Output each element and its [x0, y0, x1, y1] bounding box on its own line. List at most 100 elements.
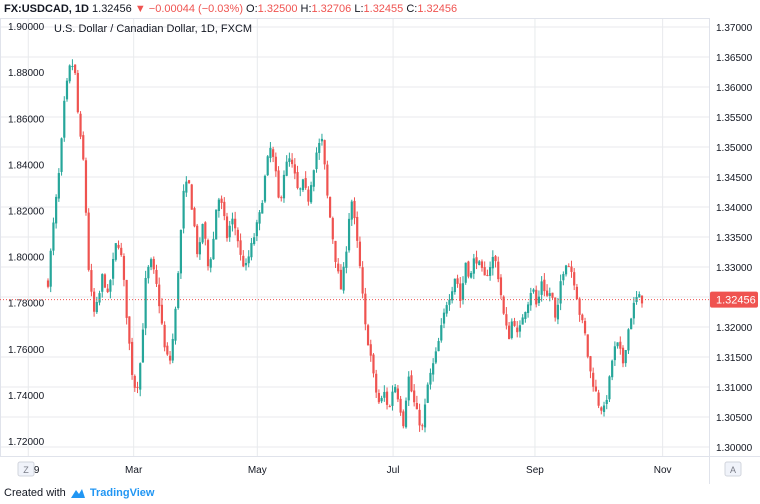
candle: [144, 270, 147, 336]
candle-body: [198, 242, 201, 255]
candle: [402, 409, 405, 429]
candle-body: [497, 261, 500, 280]
candle: [516, 321, 519, 338]
candle-body: [602, 405, 606, 412]
candle-body: [296, 172, 299, 189]
candle: [380, 395, 383, 404]
time-axis[interactable]: 2019MarMayJulSepNov: [17, 465, 671, 476]
candle: [347, 213, 351, 253]
candle-body: [163, 324, 166, 348]
open-value: 1.32500: [257, 3, 298, 15]
candle: [461, 276, 465, 305]
candle: [163, 321, 166, 352]
candle-body: [494, 256, 497, 262]
candle-body: [505, 314, 508, 326]
candle-body: [364, 293, 367, 325]
candle: [413, 384, 416, 407]
candle-body: [624, 349, 627, 364]
right-price-axis[interactable]: 1.37000 1.36500 1.36000 1.35500 1.35000 1.345…: [716, 23, 753, 454]
candle-body: [526, 304, 530, 313]
candle-body: [581, 314, 584, 321]
candle: [459, 277, 462, 308]
candle: [559, 274, 562, 311]
candle: [65, 77, 69, 102]
candle-body: [605, 399, 608, 404]
candle: [87, 208, 90, 272]
candle-body: [510, 321, 513, 338]
candle-body: [597, 392, 600, 406]
candle: [293, 158, 296, 180]
candle: [331, 216, 334, 244]
candle-body: [518, 325, 522, 332]
candle-body: [117, 244, 120, 248]
candle-body: [380, 397, 383, 402]
candle: [68, 64, 71, 84]
candle: [486, 269, 489, 277]
tradingview-link[interactable]: TradingView: [89, 487, 155, 499]
candle-body: [309, 185, 313, 203]
candle-body: [304, 178, 307, 188]
candle: [84, 157, 88, 216]
candle: [472, 253, 475, 280]
candle: [301, 178, 305, 192]
candle-body: [594, 386, 597, 392]
candle-body: [358, 241, 362, 266]
candles[interactable]: [46, 59, 644, 433]
candle-body: [258, 212, 261, 224]
candle-body: [84, 160, 88, 213]
candle: [499, 274, 503, 300]
candle: [345, 246, 348, 274]
candle: [364, 287, 367, 331]
candle-body: [168, 355, 172, 361]
z-button[interactable]: Z: [17, 461, 35, 477]
candlestick-chart[interactable]: U.S. Dollar / Canadian Dollar, 1D, FXCM …: [0, 18, 760, 484]
candle-body: [513, 321, 516, 326]
candle-body: [98, 293, 101, 303]
candle: [328, 196, 332, 219]
candle-body: [277, 170, 280, 198]
candle: [535, 285, 538, 308]
candle: [277, 166, 280, 199]
candle: [282, 170, 286, 203]
candle: [79, 111, 82, 140]
candle-body: [567, 266, 570, 268]
candle: [578, 297, 581, 322]
high-value: 1.32706: [311, 3, 352, 15]
tradingview-logo-icon: [70, 489, 85, 499]
candle-body: [334, 240, 337, 262]
candle: [231, 212, 234, 232]
candle-body: [616, 342, 619, 347]
candle: [478, 260, 481, 266]
left-axis-tick-label: 1.88000: [8, 68, 45, 79]
candle-body: [391, 391, 394, 406]
candle: [296, 165, 299, 190]
candle-body: [426, 384, 429, 403]
x-axis-tick-label: Jul: [387, 465, 400, 476]
candle: [494, 254, 497, 268]
symbol-name[interactable]: FX:USDCAD, 1D: [4, 3, 89, 15]
auto-scale-button[interactable]: A: [724, 461, 742, 477]
candle: [480, 259, 484, 272]
candle-body: [337, 263, 340, 272]
candle: [437, 337, 440, 352]
candle: [244, 258, 248, 271]
candle: [597, 389, 600, 409]
candle: [377, 389, 381, 405]
candle: [497, 256, 500, 283]
candle-body: [204, 222, 207, 239]
candle-body: [82, 135, 85, 160]
candle-body: [621, 347, 625, 364]
candle-body: [120, 247, 123, 256]
candle: [619, 336, 622, 355]
candle: [575, 283, 579, 300]
candle: [611, 359, 614, 381]
right-axis-tick-label: 1.34000: [716, 203, 753, 214]
candle: [540, 276, 543, 302]
right-axis-tick-label: 1.35500: [716, 113, 753, 124]
candle: [453, 278, 456, 295]
candle: [269, 142, 272, 163]
candle: [130, 337, 134, 380]
candle: [361, 261, 364, 299]
candle-body: [388, 406, 391, 408]
right-axis-tick-label: 1.33500: [716, 233, 753, 244]
